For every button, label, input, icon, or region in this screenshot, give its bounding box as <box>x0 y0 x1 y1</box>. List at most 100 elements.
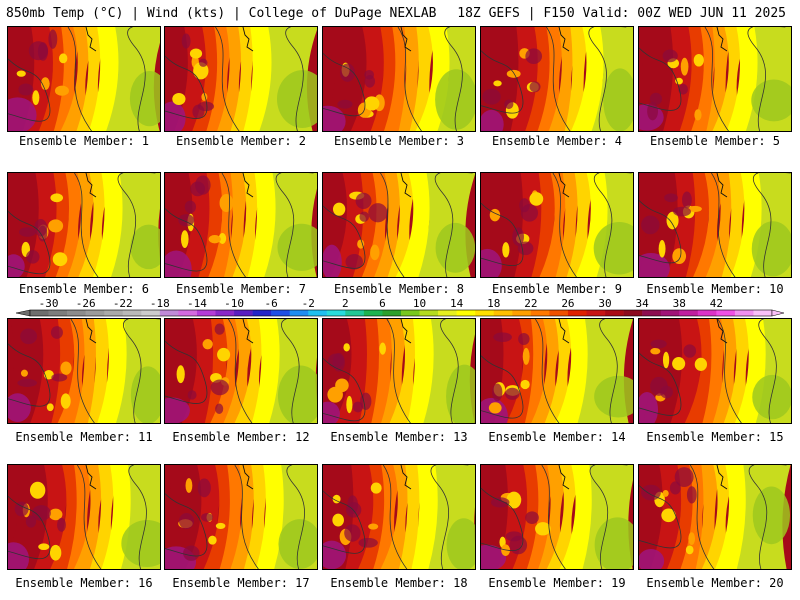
ensemble-member-label: Ensemble Member: 20 <box>646 576 784 590</box>
ensemble-member-label: Ensemble Member: 19 <box>488 576 626 590</box>
colorbar-swatch <box>456 310 476 316</box>
ensemble-member-map <box>638 26 792 132</box>
ensemble-member-map <box>7 26 161 132</box>
colorbar-min-arrow <box>16 309 31 317</box>
ensemble-member-map <box>164 318 318 424</box>
colorbar-tick-label: 22 <box>524 298 537 310</box>
ensemble-member-label: Ensemble Member: 8 <box>333 282 465 296</box>
colorbar-tick-label: 30 <box>598 298 611 310</box>
ensemble-member-map <box>480 26 634 132</box>
ensemble-member-map <box>638 318 792 424</box>
ensemble-member-map <box>164 26 318 132</box>
colorbar-swatch <box>493 310 513 316</box>
colorbar-tick-label: 38 <box>673 298 686 310</box>
map-title: 850mb Temp (°C) | Wind (kts) | College o… <box>6 6 437 21</box>
colorbar-swatch <box>159 310 179 316</box>
ensemble-member-label: Ensemble Member: 7 <box>175 282 307 296</box>
colorbar-tick-label: -2 <box>302 298 315 310</box>
colorbar-swatch <box>48 310 68 316</box>
model-valid-time: 18Z GEFS | F150 Valid: 00Z WED JUN 11 20… <box>457 6 786 21</box>
colorbar-swatch <box>642 310 661 316</box>
ensemble-member-map <box>7 464 161 570</box>
colorbar-swatch <box>67 310 86 316</box>
colorbar-swatch <box>605 310 624 316</box>
ensemble-member-label: Ensemble Member: 12 <box>172 430 310 444</box>
colorbar-swatch <box>252 310 272 316</box>
colorbar-swatch <box>475 310 495 316</box>
ensemble-member-map <box>638 464 792 570</box>
colorbar-tick-label: -10 <box>224 298 244 310</box>
colorbar-tick-label: 18 <box>487 298 500 310</box>
ensemble-member-label: Ensemble Member: 1 <box>18 134 150 148</box>
ensemble-member-label: Ensemble Member: 2 <box>175 134 307 148</box>
colorbar-swatch <box>345 310 365 316</box>
ensemble-member-map <box>480 172 634 278</box>
colorbar-swatch <box>141 310 161 316</box>
colorbar-swatch <box>530 310 550 316</box>
ensemble-member-label: Ensemble Member: 13 <box>330 430 468 444</box>
colorbar-swatch <box>363 310 383 316</box>
colorbar-swatch <box>567 310 587 316</box>
colorbar-tick-label: -26 <box>76 298 96 310</box>
colorbar-tick-label: 42 <box>710 298 723 310</box>
ensemble-member-label: Ensemble Member: 9 <box>491 282 623 296</box>
colorbar-swatch <box>697 310 717 316</box>
colorbar-tick-label: 10 <box>413 298 426 310</box>
ensemble-member-map <box>322 318 476 424</box>
ensemble-member-label: Ensemble Member: 5 <box>649 134 781 148</box>
colorbar-swatch <box>178 310 198 316</box>
colorbar-swatch <box>716 310 736 316</box>
colorbar-swatch <box>549 310 569 316</box>
colorbar-tick-label: 26 <box>561 298 574 310</box>
colorbar-swatch <box>438 310 457 316</box>
colorbar-swatch <box>215 310 235 316</box>
ensemble-member-map <box>7 318 161 424</box>
ensemble-member-label: Ensemble Member: 11 <box>15 430 153 444</box>
colorbar-swatch <box>734 310 754 316</box>
colorbar-tick-label: -6 <box>265 298 278 310</box>
ensemble-member-label: Ensemble Member: 6 <box>18 282 150 296</box>
ensemble-member-map <box>322 172 476 278</box>
colorbar-swatch <box>753 310 773 316</box>
ensemble-member-label: Ensemble Member: 15 <box>646 430 784 444</box>
colorbar-swatch <box>401 310 420 316</box>
ensemble-member-label: Ensemble Member: 4 <box>491 134 623 148</box>
colorbar-swatch <box>30 310 49 316</box>
colorbar-tick-label: -14 <box>187 298 207 310</box>
ensemble-member-map <box>322 26 476 132</box>
ensemble-member-map <box>638 172 792 278</box>
colorbar-tick-label: -22 <box>113 298 133 310</box>
colorbar-swatch <box>271 310 290 316</box>
colorbar-swatch <box>382 310 402 316</box>
colorbar-tick-label: 14 <box>450 298 464 310</box>
colorbar-swatch <box>512 310 532 316</box>
colorbar-swatch <box>85 310 105 316</box>
colorbar-swatch <box>326 310 346 316</box>
ensemble-member-map <box>480 464 634 570</box>
colorbar-swatch <box>122 310 142 316</box>
colorbar-swatch <box>623 310 643 316</box>
colorbar-tick-label: 6 <box>379 298 386 310</box>
ensemble-member-map <box>164 172 318 278</box>
ensemble-member-map <box>322 464 476 570</box>
colorbar-swatch <box>289 310 309 316</box>
colorbar-swatch <box>104 310 124 316</box>
colorbar-swatch <box>679 310 699 316</box>
ensemble-member-label: Ensemble Member: 10 <box>646 282 784 296</box>
colorbar-max-arrow <box>771 309 785 317</box>
ensemble-member-label: Ensemble Member: 14 <box>488 430 626 444</box>
colorbar-tick-label: 2 <box>342 298 349 310</box>
ensemble-member-label: Ensemble Member: 17 <box>172 576 310 590</box>
ensemble-member-label: Ensemble Member: 3 <box>333 134 465 148</box>
colorbar-tick-label: -18 <box>150 298 170 310</box>
ensemble-member-map <box>480 318 634 424</box>
colorbar-swatch <box>660 310 680 316</box>
colorbar-tick-label: 34 <box>636 298 650 310</box>
temperature-colorbar: -30 -26 -22 -18 -14 -10 -6 -2 2 6 10 14 18 22 26 30 34 38… <box>16 298 785 317</box>
colorbar-swatch <box>419 310 439 316</box>
colorbar-swatch <box>308 310 328 316</box>
ensemble-member-label: Ensemble Member: 18 <box>330 576 468 590</box>
colorbar-swatch <box>234 310 253 316</box>
ensemble-member-map <box>7 172 161 278</box>
colorbar-tick-label: -30 <box>39 298 59 310</box>
